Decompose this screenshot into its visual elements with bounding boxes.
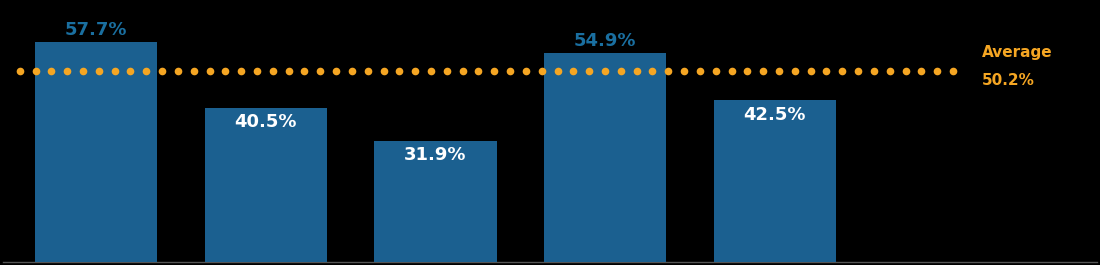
Text: 50.2%: 50.2%: [982, 73, 1035, 88]
Text: 57.7%: 57.7%: [65, 21, 128, 39]
Bar: [205, 108, 327, 262]
Bar: [714, 100, 836, 262]
Bar: [374, 140, 496, 262]
Text: 54.9%: 54.9%: [574, 32, 637, 50]
Bar: [544, 53, 667, 262]
Text: 40.5%: 40.5%: [234, 113, 297, 131]
Text: 31.9%: 31.9%: [404, 146, 466, 164]
Text: Average: Average: [982, 45, 1053, 60]
Bar: [35, 42, 157, 262]
Text: 42.5%: 42.5%: [744, 106, 806, 124]
